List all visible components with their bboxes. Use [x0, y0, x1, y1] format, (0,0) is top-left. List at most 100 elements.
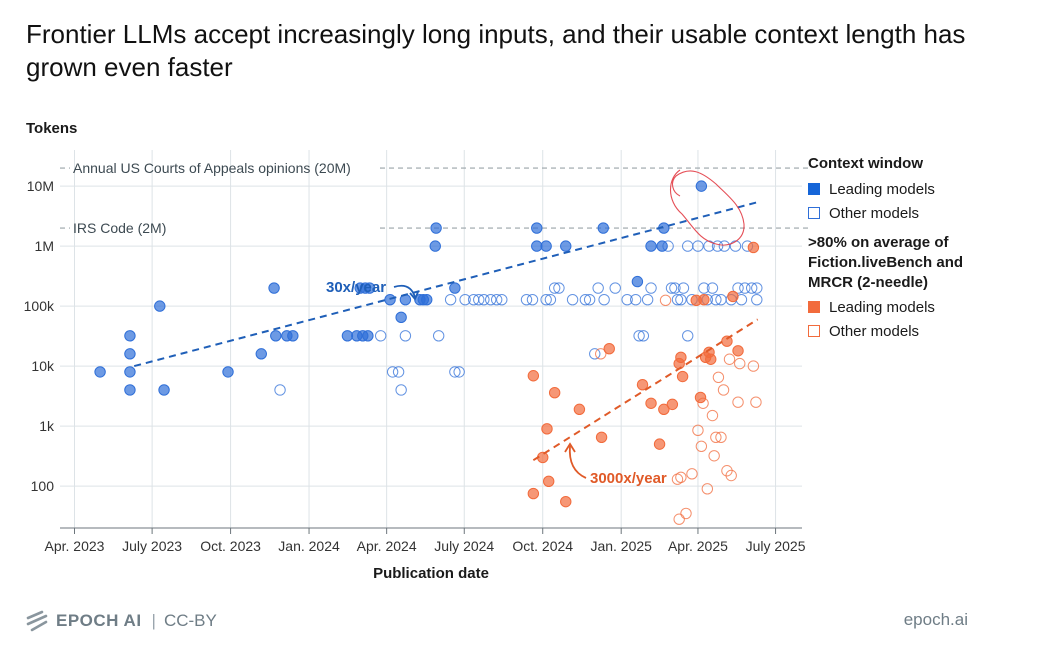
legend-item-usable-leading: Leading models [808, 295, 1058, 319]
brand-separator: | [151, 611, 156, 630]
data-point-filled [395, 311, 407, 324]
data-point-outline [734, 357, 746, 370]
data-point-outline [723, 353, 736, 365]
data-point-outline [675, 471, 687, 484]
data-point-filled [645, 240, 657, 252]
data-point-outline [718, 240, 731, 252]
data-point-filled [698, 293, 710, 306]
x-tick-label: Oct. 2024 [512, 538, 573, 554]
data-point-outline [706, 409, 719, 422]
data-point-filled [548, 387, 561, 399]
data-point-outline [751, 293, 763, 306]
data-point-outline [682, 330, 694, 342]
data-point-filled [732, 345, 744, 357]
data-point-outline [662, 240, 674, 252]
data-point-outline [701, 483, 714, 495]
data-point-outline [698, 282, 710, 294]
data-point-outline [677, 282, 690, 294]
data-point-outline [459, 293, 471, 306]
footer-url: epoch.ai [903, 610, 968, 629]
data-point-outline [553, 282, 565, 294]
data-point-outline [686, 468, 698, 480]
data-point-filled [363, 282, 376, 294]
legend-label: Leading models [829, 298, 935, 316]
x-tick-label: Oct. 2023 [200, 538, 261, 554]
data-point-filled [124, 348, 136, 360]
legend-swatch-orange-filled [808, 301, 820, 313]
y-axis-title: Tokens [26, 120, 78, 137]
data-points [94, 180, 763, 525]
data-point-outline [710, 431, 722, 444]
data-point-filled [747, 241, 760, 254]
data-point-outline [675, 293, 687, 306]
data-point-filled [705, 353, 717, 365]
data-point-outline [692, 240, 704, 252]
data-point-filled [694, 391, 707, 404]
trend-annotation-arrow [568, 445, 587, 479]
data-point-outline [473, 293, 485, 306]
data-point-outline [712, 371, 725, 384]
data-point-filled [124, 366, 136, 378]
chart-title: Frontier LLMs accept increasingly long i… [26, 19, 966, 82]
data-point-filled [362, 330, 374, 342]
data-point-outline [732, 396, 744, 408]
legend-label: Other models [829, 322, 920, 340]
data-point-outline [392, 366, 405, 378]
data-point-filled [695, 180, 708, 192]
y-tick-label: 100k [24, 298, 55, 314]
data-point-filled [656, 240, 668, 252]
license-label: CC-BY [163, 611, 217, 630]
data-point-outline [544, 293, 557, 306]
data-point-filled [270, 330, 282, 342]
data-point-filled [727, 290, 739, 303]
arrowhead-icon [564, 442, 576, 453]
data-point-filled [341, 330, 354, 342]
data-point-filled [429, 240, 441, 252]
y-tick-label: 10M [27, 178, 54, 194]
data-point-outline [598, 293, 610, 306]
data-point-outline [669, 282, 681, 294]
data-point-outline [432, 330, 445, 342]
data-point-outline [399, 330, 412, 342]
legend-group-context-window-title: Context window [808, 155, 923, 172]
data-point-outline [665, 282, 678, 294]
trend-annotation-arrow [393, 284, 416, 298]
data-point-outline [751, 282, 763, 294]
y-tick-label: 1k [39, 418, 55, 434]
data-point-outline [609, 282, 621, 294]
data-point-filled [531, 222, 543, 234]
x-tick-label: Jan. 2024 [278, 538, 340, 554]
data-point-outline [645, 282, 657, 294]
data-point-outline [692, 424, 704, 437]
legend-item-usable-other: Other models [808, 319, 1058, 343]
data-point-filled [540, 240, 552, 252]
data-point-outline [641, 293, 654, 306]
data-point-filled [603, 342, 615, 355]
data-point-filled [255, 348, 267, 360]
data-point-outline [729, 240, 742, 252]
legend-swatch-blue-filled [808, 183, 820, 195]
data-point-filled [124, 330, 136, 342]
data-point-filled [268, 282, 280, 294]
x-tick-label: Jan. 2025 [590, 538, 652, 554]
data-point-outline [621, 293, 633, 306]
data-point-filled [676, 370, 689, 383]
y-tick-label: 10k [31, 358, 55, 374]
data-point-outline [680, 507, 692, 520]
data-point-outline [490, 293, 503, 306]
data-point-filled [653, 438, 666, 450]
data-point-outline [386, 366, 399, 378]
data-point-outline [682, 240, 694, 252]
data-point-filled [675, 351, 687, 364]
data-point-filled [597, 222, 609, 234]
legend-swatch-orange-outline [808, 325, 820, 337]
data-point-filled [222, 366, 234, 378]
data-point-filled [527, 487, 540, 500]
arrowhead-icon [409, 291, 419, 301]
data-point-outline [589, 348, 601, 360]
data-point-outline [659, 294, 672, 306]
data-point-filled [154, 300, 166, 312]
data-point-outline [520, 293, 533, 306]
data-point-filled [560, 495, 572, 508]
